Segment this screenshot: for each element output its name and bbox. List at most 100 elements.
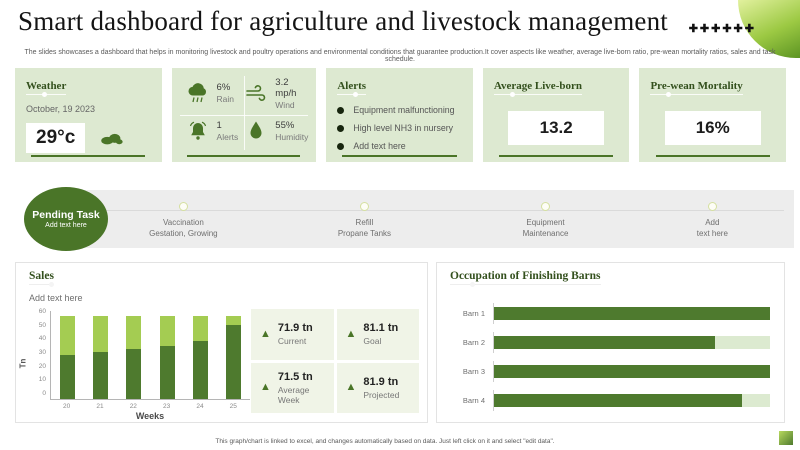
barn-label: Barn 4: [462, 396, 485, 405]
average-live-born-value: 13.2: [508, 111, 605, 145]
y-tick-label: 20: [38, 362, 46, 370]
bar-segment: [742, 394, 770, 407]
slide-subtitle: The slides showcases a dashboard that he…: [24, 49, 776, 63]
bar-segment: [494, 336, 715, 349]
sales-x-axis-ticks: 20 21 22 23 24 25: [50, 403, 250, 410]
occupation-bar[interactable]: [494, 365, 770, 378]
bullet-icon: [337, 106, 345, 114]
sales-note: Add text here: [29, 293, 83, 303]
milestone-add-text: Add text here: [637, 202, 787, 240]
bar-segment: [192, 315, 208, 342]
occupation-bar-chart[interactable]: Barn 1 Barn 2 Barn 3 Barn 4: [451, 303, 770, 419]
occupation-card-title: Occupation of Finishing Barns: [450, 270, 601, 287]
y-tick-label: 10: [38, 376, 46, 384]
pending-task-badge: Pending Task Add text here: [24, 187, 108, 251]
milestone-dot-icon: [178, 202, 188, 211]
milestone-dot-icon: [359, 202, 369, 211]
average-live-born-panel: Average Live-born 13.2: [482, 68, 630, 162]
sales-bar[interactable]: [159, 315, 175, 399]
stat-average-week: ▲ 71.5 tn Average Week: [251, 362, 334, 413]
bar-segment: [714, 336, 770, 349]
pre-wean-mortality-title: Pre-wean Mortality: [650, 80, 743, 97]
occupation-row: Barn 1: [451, 303, 770, 324]
occupation-row: Barn 3: [451, 361, 770, 382]
droplet-icon: [244, 119, 268, 143]
x-tick-label: 21: [96, 403, 104, 410]
bar-segment: [126, 348, 142, 399]
sales-bars-plot[interactable]: [50, 311, 250, 400]
rain-cloud-icon: [186, 81, 210, 105]
alert-item: Add text here: [337, 141, 462, 151]
y-tick-label: 30: [38, 348, 46, 356]
triangle-up-icon: ▲: [260, 381, 271, 394]
triangle-up-icon: ▲: [345, 327, 357, 340]
stat-current: ▲ 71.9 tn Current: [251, 309, 334, 360]
sales-card-title: Sales: [29, 270, 54, 287]
weather-panel-title: Weather: [26, 80, 67, 97]
bar-segment: [60, 315, 76, 355]
cloud-icon: [99, 126, 123, 150]
milestone-dot-icon: [707, 202, 717, 211]
barn-label: Barn 3: [462, 367, 485, 376]
x-tick-label: 23: [163, 403, 171, 410]
weather-stat-humidity: 55% Humidity: [238, 112, 308, 150]
rain-value: 6%: [216, 82, 231, 93]
sales-bar[interactable]: [93, 315, 109, 399]
occupation-bar[interactable]: [494, 394, 770, 407]
occupation-bar[interactable]: [494, 336, 770, 349]
pre-wean-mortality-value: 16%: [664, 111, 761, 145]
y-tick-label: 40: [38, 335, 46, 343]
sales-y-axis-ticks: 60 50 40 30 20 10 0: [30, 308, 50, 397]
stat-projected: ▲ 81.9 tn Projected: [336, 362, 419, 413]
weather-stat-alerts: 1 Alerts: [180, 112, 239, 150]
x-tick-label: 25: [229, 403, 237, 410]
plus-decoration-icons: ✚✚✚✚✚✚: [688, 23, 756, 35]
weather-panel: Weather October, 19 2023 29°c: [15, 68, 162, 162]
average-live-born-title: Average Live-born: [493, 80, 582, 97]
corner-square-decoration: [779, 431, 793, 445]
x-tick-label: 24: [196, 403, 204, 410]
kpi-panel-row: Weather October, 19 2023 29°c 6% Rain: [15, 68, 786, 162]
alerts-label: Alerts: [216, 132, 239, 142]
alerts-value: 1: [216, 120, 222, 131]
triangle-up-icon: ▲: [260, 327, 271, 340]
x-tick-label: 22: [129, 403, 137, 410]
bar-segment: [494, 307, 770, 320]
rain-label: Rain: [216, 94, 235, 104]
stat-goal: ▲ 81.1 tn Goal: [336, 309, 419, 360]
bar-segment: [159, 345, 175, 399]
barn-label: Barn 2: [462, 338, 485, 347]
sales-bar[interactable]: [225, 315, 241, 399]
sales-y-axis-label: Tn: [18, 358, 28, 369]
sales-bar[interactable]: [192, 315, 208, 399]
occupation-row: Barn 4: [451, 390, 770, 411]
alerts-panel: Alerts Equipment malfunctioning High lev…: [326, 68, 473, 162]
bar-segment: [494, 365, 770, 378]
weather-stats-panel: 6% Rain 3.2 mp/h Wind 1 Alerts: [171, 68, 317, 162]
sales-stacked-bar-chart[interactable]: 60 50 40 30 20 10 0: [30, 308, 250, 400]
bar-segment: [225, 324, 241, 399]
bar-segment: [60, 354, 76, 399]
occupation-bar[interactable]: [494, 307, 770, 320]
milestone-dot-icon: [541, 202, 550, 211]
milestone-equipment: Equipment Maintenance: [471, 202, 621, 240]
bar-segment: [225, 315, 241, 325]
triangle-up-icon: ▲: [345, 381, 357, 394]
y-tick-label: 60: [38, 308, 46, 315]
page-title: Smart dashboard for agriculture and live…: [18, 6, 668, 36]
sales-bar[interactable]: [60, 315, 76, 399]
footer-note: This graph/chart is linked to excel, and…: [215, 438, 555, 445]
alert-bell-icon: [186, 119, 210, 143]
wind-value: 3.2 mp/h: [275, 76, 297, 99]
y-tick-label: 50: [38, 321, 46, 329]
alert-item: Equipment malfunctioning: [337, 105, 462, 115]
temperature-value: 29°c: [26, 123, 86, 153]
bar-segment: [159, 315, 175, 346]
sales-bar[interactable]: [126, 315, 142, 399]
weather-stat-rain: 6% Rain: [180, 74, 239, 112]
x-tick-label: 20: [63, 403, 71, 410]
bar-segment: [192, 341, 208, 399]
sales-card: Sales Add text here Tn 60 50 40 30 20 10 0 20 2…: [15, 262, 428, 423]
occupation-card: Occupation of Finishing Barns Barn 1 Barn…: [436, 262, 785, 423]
